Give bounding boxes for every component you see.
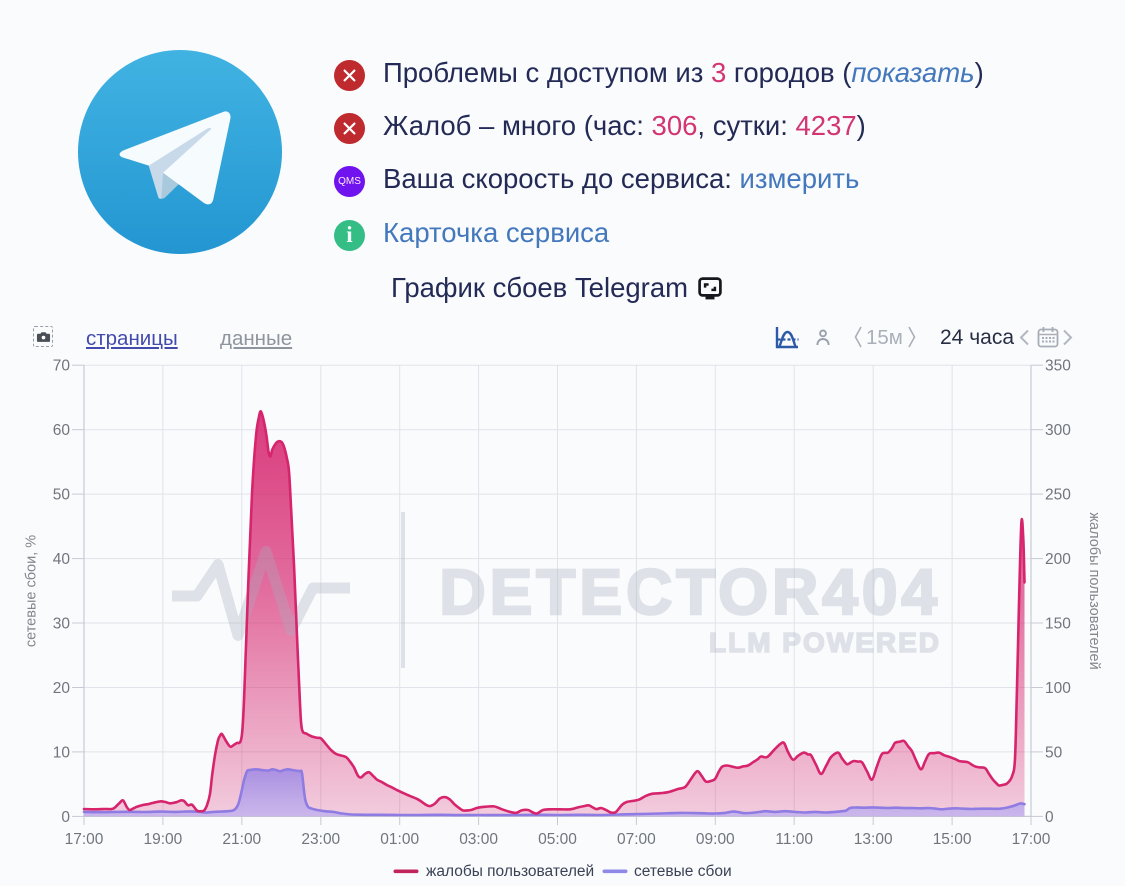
svg-text:19:00: 19:00	[144, 831, 183, 848]
svg-text:жалобы пользователей: жалобы пользователей	[1086, 512, 1102, 669]
svg-text:DETECTOR404: DETECTOR404	[439, 556, 941, 628]
svg-text:250: 250	[1045, 487, 1071, 504]
svg-text:05:00: 05:00	[538, 831, 577, 848]
svg-text:17:00: 17:00	[1012, 831, 1051, 848]
svg-text:LLM POWERED: LLM POWERED	[709, 627, 941, 658]
svg-text:03:00: 03:00	[459, 831, 498, 848]
svg-text:21:00: 21:00	[222, 831, 261, 848]
svg-text:жалобы пользователей: жалобы пользователей	[426, 863, 594, 880]
svg-text:30: 30	[53, 615, 71, 632]
svg-text:15м: 15м	[866, 326, 903, 349]
svg-text:01:00: 01:00	[380, 831, 419, 848]
svg-text:23:00: 23:00	[301, 831, 340, 848]
svg-text:0: 0	[1045, 809, 1054, 826]
svg-text:15:00: 15:00	[933, 831, 972, 848]
svg-text:350: 350	[1045, 358, 1071, 375]
svg-text:60: 60	[53, 422, 71, 439]
svg-text:сетевые сбои: сетевые сбои	[634, 863, 732, 880]
svg-text:40: 40	[53, 551, 71, 568]
svg-text:20: 20	[53, 680, 71, 697]
svg-text:50: 50	[1045, 744, 1063, 761]
svg-text:10: 10	[53, 744, 71, 761]
svg-text:17:00: 17:00	[65, 831, 104, 848]
svg-text:07:00: 07:00	[617, 831, 656, 848]
svg-text:200: 200	[1045, 551, 1071, 568]
svg-text:300: 300	[1045, 422, 1071, 439]
svg-text:50: 50	[53, 487, 71, 504]
svg-text:09:00: 09:00	[696, 831, 735, 848]
svg-text:сетевые сбои, %: сетевые сбои, %	[24, 535, 40, 647]
svg-text:0: 0	[61, 809, 70, 826]
svg-text:100: 100	[1045, 680, 1071, 697]
svg-text:13:00: 13:00	[854, 831, 893, 848]
svg-text:70: 70	[53, 358, 71, 375]
svg-text:150: 150	[1045, 615, 1071, 632]
svg-text:11:00: 11:00	[775, 831, 813, 848]
